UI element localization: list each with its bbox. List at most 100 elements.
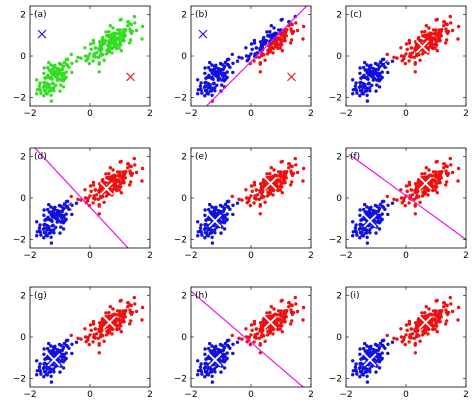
- data-point: [420, 52, 425, 56]
- data-point: [99, 51, 103, 56]
- data-point: [54, 70, 58, 74]
- data-point: [386, 61, 390, 65]
- data-point: [52, 367, 56, 371]
- data-point: [208, 83, 212, 87]
- centroid-blue: [46, 352, 62, 368]
- data-point: [69, 333, 74, 338]
- data-point: [413, 188, 417, 193]
- data-point: [49, 241, 54, 245]
- data-point: [442, 24, 446, 28]
- data-point: [49, 99, 54, 103]
- centroid-red: [414, 39, 431, 55]
- data-point: [444, 322, 448, 326]
- data-point: [438, 320, 442, 324]
- data-point: [88, 323, 93, 327]
- data-point: [276, 28, 281, 32]
- data-point: [128, 169, 132, 173]
- data-point: [378, 215, 382, 220]
- data-point: [49, 374, 53, 378]
- data-point: [433, 318, 437, 323]
- data-point: [456, 305, 461, 310]
- data-point: [407, 59, 411, 63]
- data-point: [260, 325, 264, 330]
- data-point: [222, 65, 226, 69]
- data-point: [280, 17, 284, 22]
- data-point: [117, 179, 121, 184]
- data-point: [263, 58, 267, 62]
- data-point: [445, 164, 449, 169]
- data-point: [445, 173, 450, 178]
- data-point: [213, 86, 217, 90]
- data-point: [409, 188, 414, 192]
- data-point: [257, 55, 261, 59]
- data-point: [353, 368, 358, 372]
- data-point: [63, 77, 67, 81]
- data-point: [42, 352, 46, 356]
- data-point: [48, 217, 52, 222]
- data-point: [253, 333, 257, 337]
- data-point: [208, 341, 212, 346]
- data-point: [363, 341, 367, 346]
- data-point: [70, 203, 74, 207]
- data-point: [83, 54, 88, 58]
- data-point: [290, 22, 294, 27]
- data-point: [390, 340, 395, 344]
- data-point: [268, 30, 272, 34]
- data-point: [76, 336, 80, 340]
- data-point: [249, 194, 253, 198]
- data-point: [106, 34, 111, 39]
- data-point: [231, 212, 235, 217]
- panel-b: −2 0 2 −2 0 2 (b): [174, 5, 314, 119]
- data-point: [86, 54, 90, 58]
- data-point: [198, 365, 203, 369]
- data-point: [118, 40, 122, 44]
- data-point: [235, 201, 240, 205]
- data-point: [260, 186, 264, 191]
- data-point: [104, 333, 109, 337]
- data-point: [265, 52, 270, 56]
- data-point: [76, 197, 80, 201]
- data-point: [422, 34, 427, 39]
- data-point: [436, 315, 441, 320]
- data-point: [59, 204, 63, 209]
- data-point: [42, 94, 46, 98]
- data-point: [270, 46, 274, 50]
- data-point: [215, 70, 219, 74]
- data-point: [226, 344, 231, 349]
- data-point: [113, 312, 118, 317]
- plot-area: [191, 290, 306, 387]
- data-point: [38, 81, 42, 85]
- data-point: [44, 75, 48, 80]
- panel-label: (c): [350, 10, 362, 20]
- data-point: [196, 220, 200, 224]
- data-point: [112, 41, 116, 45]
- y-tick-label: 2: [20, 291, 26, 301]
- data-point: [196, 234, 200, 238]
- data-point: [64, 57, 69, 62]
- data-point: [37, 368, 42, 372]
- data-point: [42, 84, 47, 88]
- data-point: [372, 76, 377, 81]
- data-point: [119, 17, 123, 22]
- data-point: [196, 359, 200, 363]
- data-point: [106, 176, 111, 181]
- panel-g: −2 0 2 −2 0 2 (g): [13, 286, 153, 400]
- data-point: [301, 24, 306, 29]
- data-point: [353, 365, 358, 369]
- data-point: [435, 159, 439, 164]
- data-point: [445, 22, 449, 27]
- data-point: [424, 24, 428, 28]
- data-point: [96, 336, 101, 340]
- data-point: [435, 17, 439, 22]
- data-point: [290, 319, 294, 323]
- data-point: [258, 204, 262, 208]
- data-point: [91, 59, 95, 63]
- data-point: [129, 22, 133, 27]
- data-point: [377, 85, 382, 89]
- data-point: [230, 194, 234, 199]
- data-point: [101, 35, 105, 40]
- data-point: [207, 346, 211, 351]
- data-point: [52, 370, 56, 374]
- data-point: [91, 201, 95, 205]
- data-point: [88, 194, 92, 198]
